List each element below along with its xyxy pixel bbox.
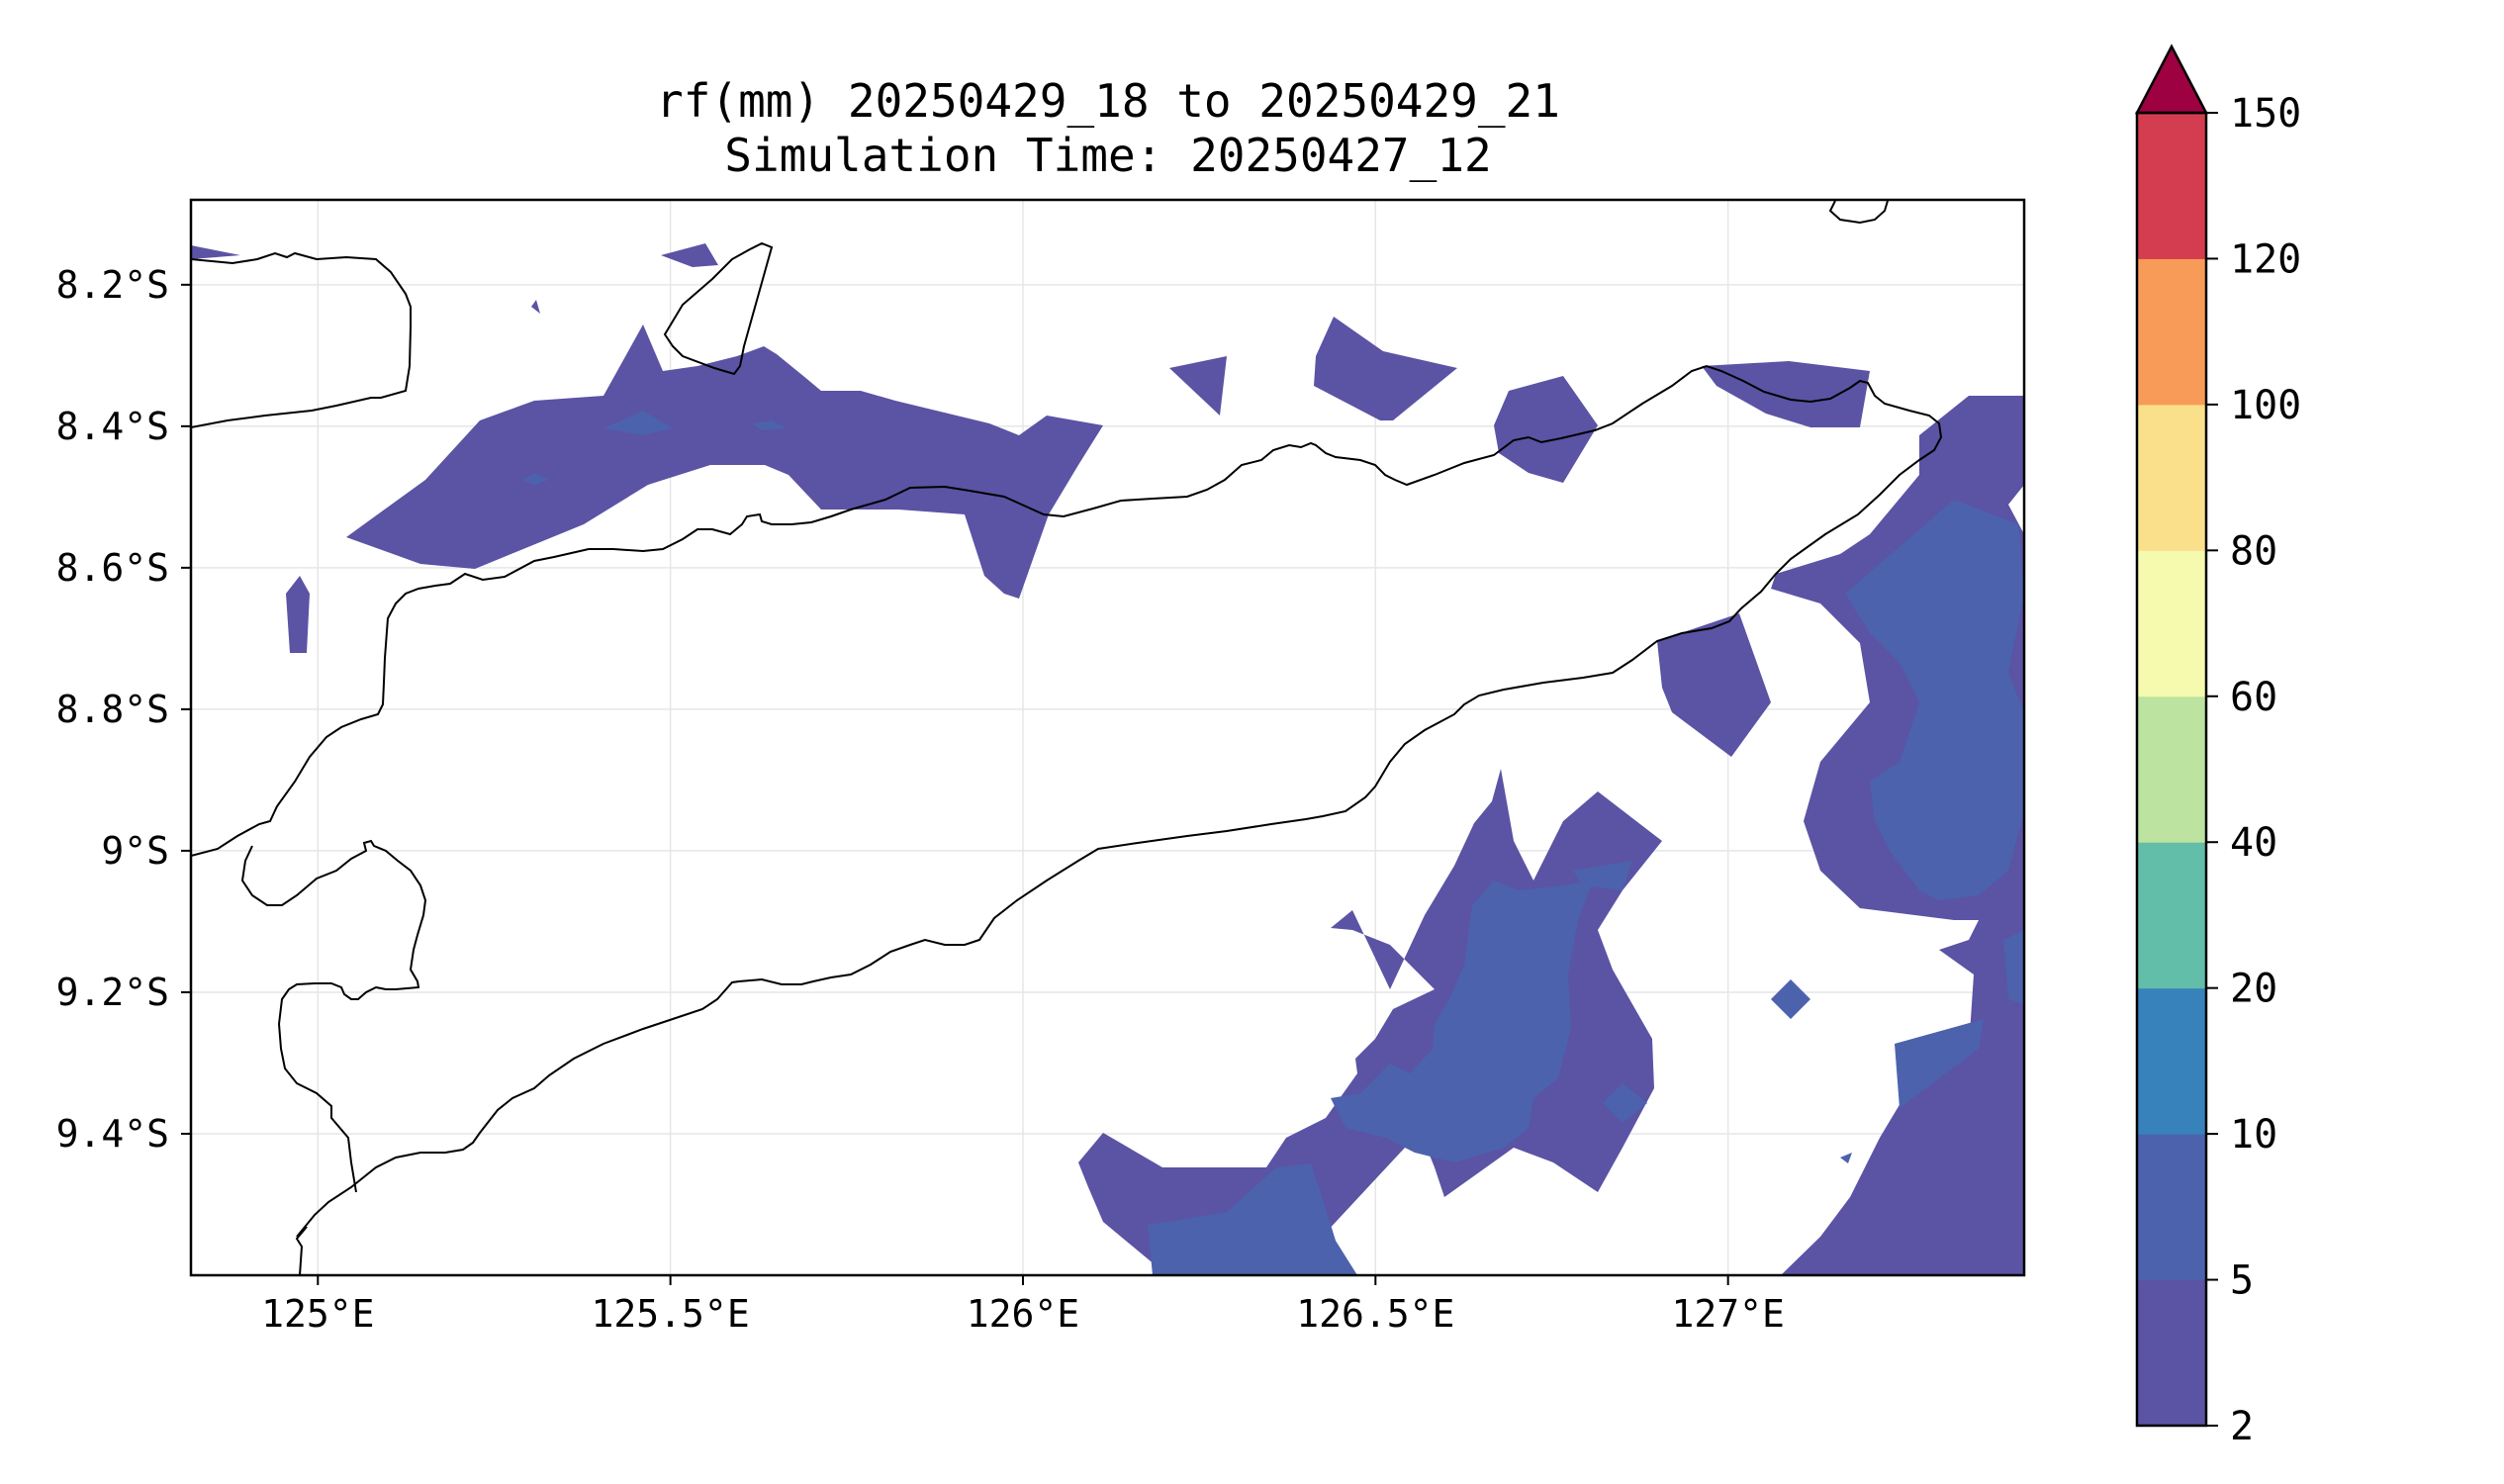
colorbar-tick-label: 100 [2230,383,2301,428]
colorbar-tick-label: 5 [2230,1258,2254,1304]
colorbar-tick-label: 120 [2230,236,2301,282]
colorbar-segment [2137,987,2206,1135]
colorbar: 2 5 10 20 40 60 80 100 120 150 [2134,44,2301,1449]
chart-subtitle: Simulation Time: 20250427_12 [724,129,1491,182]
chart-title: rf(mm) 20250429_18 to 20250429_21 [656,74,1560,128]
colorbar-tick-label: 60 [2230,675,2277,720]
colorbar-segment [2137,404,2206,551]
lat-tick-label: 9°S [101,829,169,873]
lon-tick-label: 126°E [967,1292,1079,1336]
lon-tick-label: 126.5°E [1296,1292,1454,1336]
colorbar-frame [2135,111,2208,1428]
rainfall-5-10mm-regions [522,411,2024,1275]
colorbar-tick-label: 40 [2230,820,2277,866]
coastlines [191,200,1943,1275]
colorbar-ticks: 2 5 10 20 40 60 80 100 120 150 [2206,91,2301,1449]
colorbar-segment [2137,1279,2206,1427]
lon-tick-label: 125°E [261,1292,374,1336]
rainfall-2-5mm-regions [191,243,2024,1275]
colorbar-tick-label: 20 [2230,967,2277,1012]
colorbar-segments [2137,113,2206,1427]
lat-tick-label: 8.2°S [56,263,169,307]
colorbar-tick-label: 80 [2230,528,2277,574]
colorbar-segment [2137,1134,2206,1281]
lat-tick-label: 8.6°S [56,546,169,590]
lat-tick-label: 8.8°S [56,688,169,731]
colorbar-tick-label: 2 [2230,1404,2254,1449]
lon-tick-label: 127°E [1671,1292,1784,1336]
lat-tick-label: 8.4°S [56,405,169,448]
colorbar-segment [2137,550,2206,697]
colorbar-segment [2137,113,2206,259]
map-frame [189,198,2026,1277]
latitude-ticks: 8.2°S 8.4°S 8.6°S 8.8°S 9°S 9.2°S 9.4°S [56,263,191,1156]
map-plot-area: 125°E 125.5°E 126°E 126.5°E 127°E 8.2°S 8.4°S… [56,198,2026,1336]
longitude-ticks: 125°E 125.5°E 126°E 126.5°E 127°E [261,1275,1785,1336]
lat-tick-label: 9.2°S [56,971,169,1014]
rainfall-contours [191,200,2024,1275]
colorbar-segment [2137,842,2206,989]
colorbar-extend-triangle [2134,44,2209,115]
colorbar-segment [2137,696,2206,843]
gridlines [191,200,2024,1275]
colorbar-tick-label: 10 [2230,1112,2277,1158]
lat-tick-label: 9.4°S [56,1112,169,1156]
colorbar-segment [2137,258,2206,406]
colorbar-tick-label: 150 [2230,91,2301,137]
lon-tick-label: 125.5°E [592,1292,750,1336]
